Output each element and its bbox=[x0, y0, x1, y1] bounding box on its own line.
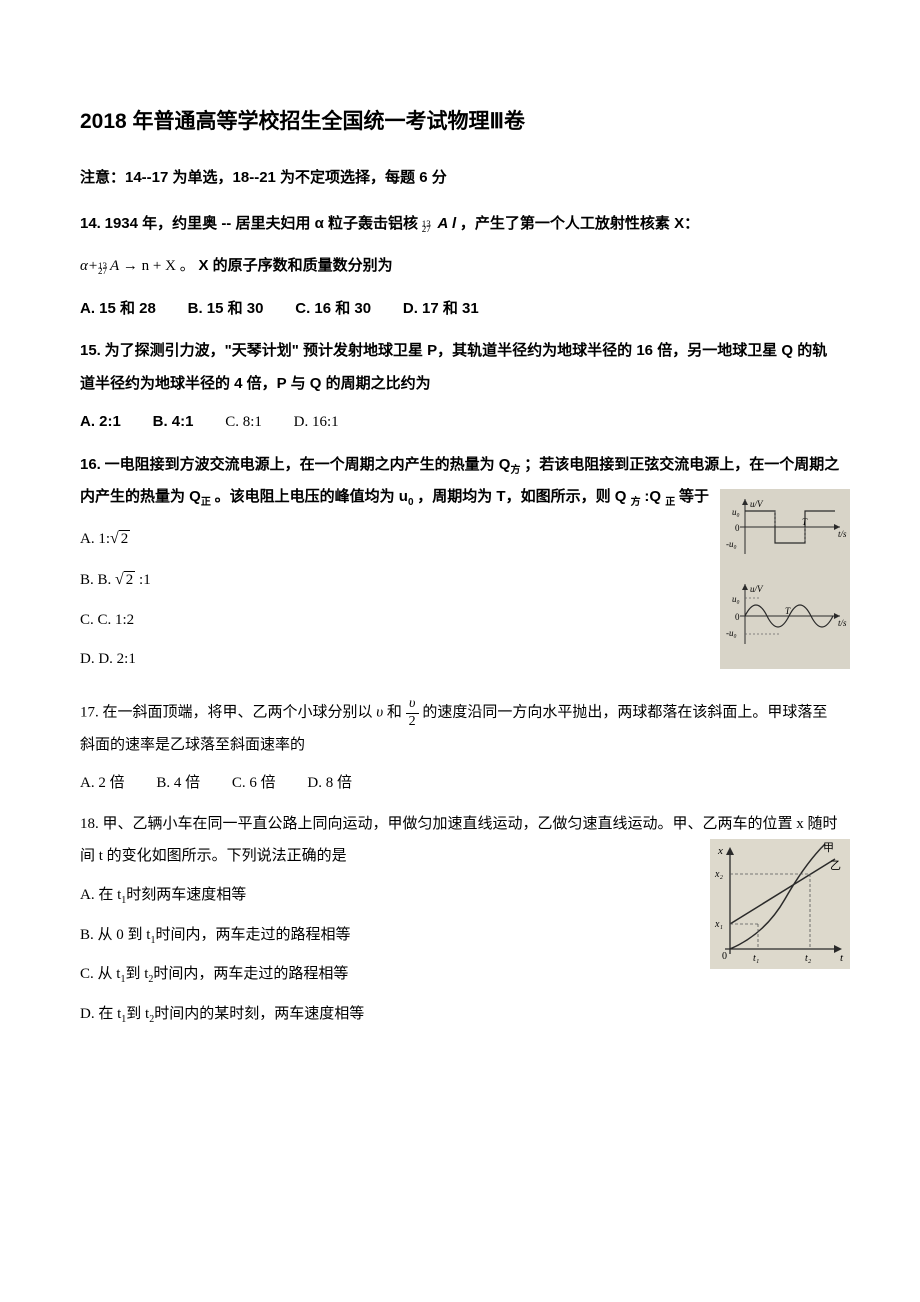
q14-nucl-sym: A l bbox=[438, 215, 457, 232]
q14-opt-b: B. 15 和 30 bbox=[188, 300, 264, 317]
q18-num: 18. bbox=[80, 816, 99, 832]
q17-opt-a: A. 2 倍 bbox=[80, 775, 125, 791]
svg-text:u/V: u/V bbox=[750, 499, 764, 509]
svg-text:0: 0 bbox=[722, 951, 727, 962]
svg-text:u₀: u₀ bbox=[732, 507, 740, 517]
q16-opt-a: A. 1:2 bbox=[80, 522, 580, 556]
q16-figure: u/V t/s u₀ 0 -u₀ T u/V t/s bbox=[720, 489, 850, 669]
q17-options: A. 2 倍 B. 4 倍 C. 6 倍 D. 8 倍 bbox=[80, 768, 840, 800]
q18-opt-a: A. 在 t1时刻两车速度相等 bbox=[80, 880, 580, 912]
q14-text-1: 1934 年，约里奥 -- 居里夫妇用 α 粒子轰击铝核 bbox=[105, 215, 418, 232]
q14-opt-d: D. 17 和 31 bbox=[403, 300, 479, 317]
question-17: 17. 在一斜面顶端，将甲、乙两个小球分别以 υ 和 υ 2 的速度沿同一方向水… bbox=[80, 696, 840, 800]
q17-text-2: 和 bbox=[387, 705, 402, 721]
q18-opt-b: B. 从 0 到 t1时间内，两车走过的路程相等 bbox=[80, 920, 580, 952]
q14-num: 14. bbox=[80, 215, 101, 232]
q17-text-1: 在一斜面顶端，将甲、乙两个小球分别以 bbox=[103, 705, 373, 721]
svg-text:t/s: t/s bbox=[838, 529, 847, 539]
q16-text-part4: ，周期均为 T，如图所示，则 Q bbox=[417, 488, 630, 505]
notice: 注意：14--17 为单选，18--21 为不定项选择，每题 6 分 bbox=[80, 162, 840, 194]
q15-opt-b: B. 4:1 bbox=[153, 413, 194, 430]
q16-opt-d: D. D. 2:1 bbox=[80, 644, 580, 676]
q17-num: 17. bbox=[80, 705, 99, 721]
q15-num: 15. bbox=[80, 342, 101, 359]
q16-text-part6: 等于 bbox=[679, 488, 709, 505]
q14-opt-c: C. 16 和 30 bbox=[295, 300, 371, 317]
q16-text-part3: 。该电阻上电压的峰值均为 u bbox=[215, 488, 408, 505]
q15-opt-a: A. 2:1 bbox=[80, 413, 121, 430]
q18-options: A. 在 t1时刻两车速度相等 B. 从 0 到 t1时间内，两车走过的路程相等… bbox=[80, 880, 580, 1030]
q15-opt-d: D. 16:1 bbox=[294, 414, 339, 430]
q17-opt-c: C. 6 倍 bbox=[232, 775, 276, 791]
q16-text-part1: 一电阻接到方波交流电源上，在一个周期之内产生的热量为 Q bbox=[105, 456, 511, 473]
question-14: 14. 1934 年，约里奥 -- 居里夫妇用 α 粒子轰击铝核 27 13 A… bbox=[80, 208, 840, 326]
q14-options: A. 15 和 28 B. 15 和 30 C. 16 和 30 D. 17 和… bbox=[80, 293, 840, 326]
q16-text-part5: :Q bbox=[644, 488, 665, 505]
svg-text:-u₀: -u₀ bbox=[726, 628, 737, 638]
q16-num: 16. bbox=[80, 456, 101, 473]
svg-text:甲: 甲 bbox=[823, 842, 834, 854]
q18-opt-d: D. 在 t1到 t2时间内的某时刻，两车速度相等 bbox=[80, 999, 580, 1031]
q16-options: A. 1:2 B. B. 2 :1 C. C. 1:2 D. D. 2:1 bbox=[80, 522, 580, 676]
svg-text:u₀: u₀ bbox=[732, 594, 740, 604]
q15-text: 为了探测引力波，"天琴计划" 预计发射地球卫星 P，其轨道半径约为地球半径的 1… bbox=[80, 342, 827, 392]
svg-text:x₁: x₁ bbox=[714, 919, 723, 930]
svg-text:t: t bbox=[840, 952, 844, 964]
q15-opt-c: C. 8:1 bbox=[225, 414, 262, 430]
question-18: 18. 甲、乙辆小车在同一平直公路上同向运动，甲做匀加速直线运动，乙做匀速直线运… bbox=[80, 809, 840, 1030]
svg-text:x: x bbox=[717, 845, 723, 857]
svg-text:乙: 乙 bbox=[830, 859, 841, 872]
q17-opt-d: D. 8 倍 bbox=[307, 775, 352, 791]
svg-text:0: 0 bbox=[735, 523, 740, 533]
svg-text:t/s: t/s bbox=[838, 618, 847, 628]
question-16: 16. 一电阻接到方波交流电源上，在一个周期之内产生的热量为 Q方 ；若该电阻接… bbox=[80, 449, 840, 676]
svg-text:t₂: t₂ bbox=[805, 953, 812, 964]
svg-text:x₂: x₂ bbox=[714, 869, 723, 880]
question-15: 15. 为了探测引力波，"天琴计划" 预计发射地球卫星 P，其轨道半径约为地球半… bbox=[80, 335, 840, 439]
svg-text:T: T bbox=[802, 517, 808, 527]
q14-opt-a: A. 15 和 28 bbox=[80, 300, 156, 317]
svg-text:-u₀: -u₀ bbox=[726, 539, 737, 549]
svg-text:u/V: u/V bbox=[750, 584, 764, 594]
q18-figure: x t 0 x₁ x₂ t₁ t₂ 甲 乙 bbox=[710, 839, 850, 969]
q17-frac: υ 2 bbox=[406, 696, 419, 731]
q17-var-v: υ bbox=[376, 705, 383, 721]
svg-text:t₁: t₁ bbox=[753, 953, 759, 964]
q14-text-2: ，产生了第一个人工放射性核素 X： bbox=[460, 215, 699, 232]
q16-opt-b: B. B. 2 :1 bbox=[80, 563, 580, 597]
q17-opt-b: B. 4 倍 bbox=[156, 775, 200, 791]
exam-title: 2018 年普通高等学校招生全国统一考试物理Ⅲ卷 bbox=[80, 100, 840, 144]
q14-formula: α+ 27 13 A → n + X 。 X 的原子序数和质量数分别为 bbox=[80, 250, 840, 283]
q16-opt-c: C. C. 1:2 bbox=[80, 605, 580, 637]
q18-opt-c: C. 从 t1到 t2时间内，两车走过的路程相等 bbox=[80, 959, 580, 991]
svg-text:0: 0 bbox=[735, 612, 740, 622]
q15-options: A. 2:1 B. 4:1 C. 8:1 D. 16:1 bbox=[80, 406, 840, 439]
